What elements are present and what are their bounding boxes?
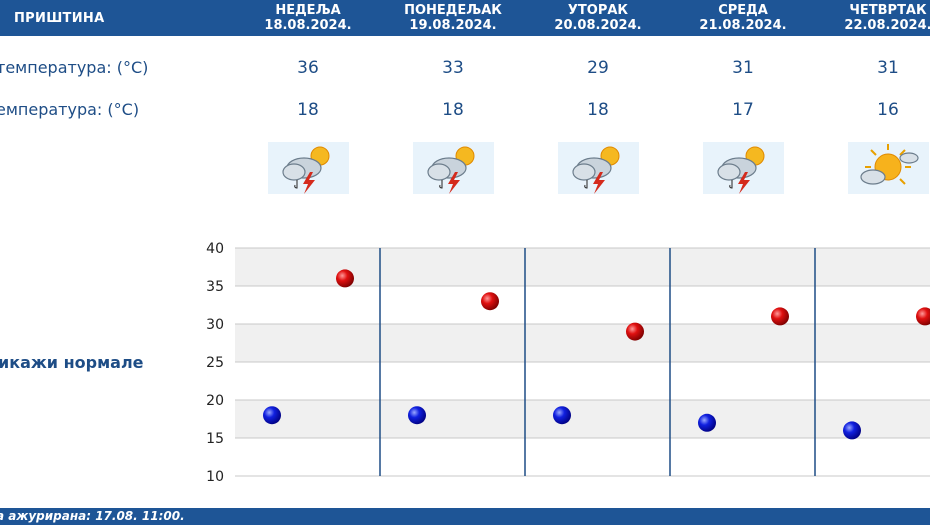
- day-date: 22.08.2024.: [844, 18, 930, 33]
- max-temp-point: [626, 322, 644, 341]
- day-name: НЕДЕЉА: [275, 3, 341, 18]
- y-tick-label: 35: [206, 279, 224, 295]
- storm-cloud-sun-icon: [268, 142, 349, 194]
- max-temp-value: 31: [877, 58, 899, 78]
- day-header-1: НЕДЕЉА 18.08.2024.: [238, 3, 378, 33]
- day-header-4: СРЕДА 21.08.2024.: [673, 3, 813, 33]
- y-tick-label: 15: [206, 431, 224, 447]
- max-temp-value: 31: [732, 58, 754, 78]
- day-date: 21.08.2024.: [699, 18, 787, 33]
- day-name: ЧЕТВРТАК: [849, 3, 927, 18]
- partly-sunny-icon: [848, 142, 929, 194]
- storm-cloud-sun-icon: [413, 142, 494, 194]
- min-temp-point: [408, 406, 426, 425]
- day-date: 18.08.2024.: [264, 18, 352, 33]
- y-tick-label: 25: [206, 355, 224, 371]
- show-normals-link[interactable]: икажи нормале: [0, 353, 144, 372]
- day-header-2: ПОНЕДЕЉАК 19.08.2024.: [383, 3, 523, 33]
- day-header-5: ЧЕТВРТАК 22.08.2024.: [818, 3, 930, 33]
- y-tick-label: 30: [206, 317, 224, 333]
- min-temp-value: 16: [877, 100, 899, 120]
- min-temp-value: 17: [732, 100, 754, 120]
- grid-band: [235, 324, 930, 362]
- min-temp-point: [263, 406, 281, 425]
- max-temp-point: [336, 269, 354, 288]
- y-tick-label: 20: [206, 393, 224, 409]
- storm-cloud-sun-icon: [558, 142, 639, 194]
- temperature-chart: 40 35 30 25 20 15 10: [206, 241, 930, 483]
- city-name: ПРИШТИНА: [14, 11, 105, 26]
- y-tick-label: 40: [206, 241, 224, 257]
- max-temp-value: 36: [297, 58, 319, 78]
- max-temp-value: 33: [442, 58, 464, 78]
- day-name: УТОРАК: [567, 3, 629, 18]
- day-header-3: УТОРАК 20.08.2024.: [528, 3, 668, 33]
- y-tick-label: 10: [206, 469, 224, 483]
- max-temp-value: 29: [587, 58, 609, 78]
- weather-icon-label: :: [0, 160, 1, 179]
- min-temp-point: [843, 421, 861, 440]
- day-name: ПОНЕДЕЉАК: [404, 3, 502, 18]
- min-temp-label: емпература: (°C): [0, 100, 140, 119]
- last-updated-text: а ажурирана: 17.08. 11:00.: [0, 509, 185, 523]
- min-temp-value: 18: [587, 100, 609, 120]
- day-name: СРЕДА: [718, 3, 768, 18]
- max-temp-label: температура: (°C): [0, 58, 149, 77]
- max-temp-point: [916, 307, 930, 326]
- min-temp-point: [698, 413, 716, 432]
- day-date: 19.08.2024.: [409, 18, 497, 33]
- storm-cloud-sun-icon: [703, 142, 784, 194]
- day-date: 20.08.2024.: [554, 18, 642, 33]
- min-temp-point: [553, 406, 571, 425]
- footer-bar: а ажурирана: 17.08. 11:00.: [0, 508, 930, 525]
- max-temp-point: [771, 307, 789, 326]
- max-temp-point: [481, 292, 499, 311]
- min-temp-value: 18: [297, 100, 319, 120]
- min-temp-value: 18: [442, 100, 464, 120]
- grid-band: [235, 400, 930, 438]
- forecast-header: ПРИШТИНА НЕДЕЉА 18.08.2024. ПОНЕДЕЉАК 19…: [0, 0, 930, 36]
